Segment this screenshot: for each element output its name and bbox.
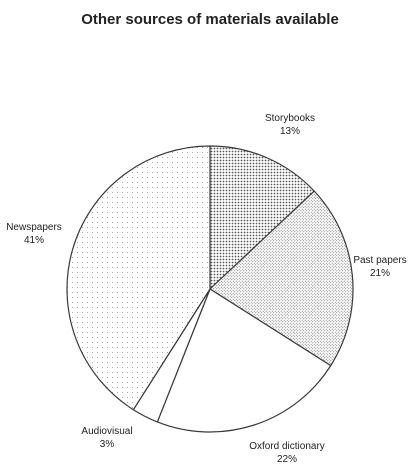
slice-value-label: 41% [24,235,44,246]
slice-category-label: Audiovisual [81,426,132,437]
slice-label-past-papers: Past papers 21% [353,255,406,279]
slice-category-label: Oxford dictionary [249,441,325,452]
slice-category-label: Past papers [353,255,406,266]
chart-title: Other sources of materials available [81,11,339,28]
pie-slice-newspapers [66,145,211,411]
slice-category-label: Storybooks [265,113,315,124]
slice-value-label: 22% [277,454,297,465]
pie-slice-oxford-dictionary [156,288,332,433]
slice-label-oxford-dictionary: Oxford dictionary 22% [249,441,325,465]
pie-slices [66,145,354,433]
pie-labels: Storybooks 13% Past papers 21% Oxford dictio… [6,113,406,465]
slice-value-label: 21% [370,268,390,279]
slice-category-label: Newspapers [6,222,62,233]
slice-label-audiovisual: Audiovisual 3% [81,426,132,450]
slice-value-label: 13% [280,126,300,137]
slice-label-storybooks: Storybooks 13% [265,113,315,137]
slice-label-newspapers: Newspapers 41% [6,222,62,246]
pie-slice-storybooks [209,145,315,290]
pie-slice-past-papers [209,190,354,367]
slice-value-label: 3% [100,439,115,450]
